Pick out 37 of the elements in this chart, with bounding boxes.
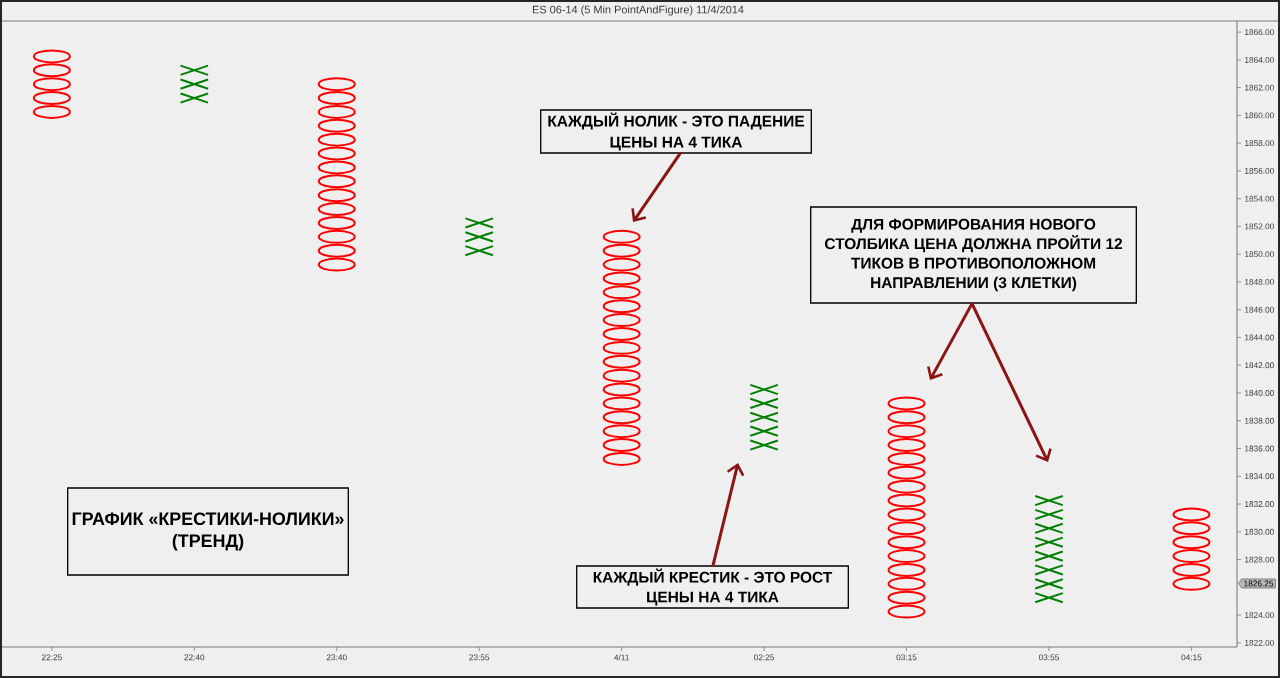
y-tick-label: 1850.00 <box>1245 251 1274 258</box>
y-tick-label: 1866.00 <box>1245 29 1274 36</box>
y-tick-label: 1824.00 <box>1245 612 1274 618</box>
y-tick-label: 1864.00 <box>1245 56 1274 63</box>
y-tick-label: 1840.00 <box>1245 390 1274 396</box>
y-tick-label: 1838.00 <box>1245 417 1274 424</box>
y-tick-label: 1862.00 <box>1245 84 1274 91</box>
x-tick-label: 02:25 <box>754 654 775 661</box>
annotation: КАЖДЫЙ НОЛИК - ЭТО ПАДЕНИЕ ЦЕНЫ НА 4 ТИКА <box>548 112 805 151</box>
y-tick-label: 1842.00 <box>1245 362 1274 369</box>
annotation: 1826.25 <box>1244 580 1274 587</box>
annotation: ДЛЯ ФОРМИРОВАНИЯ НОВОГО СТОЛБИКА ЦЕНА ДОЛЖНА ПРОЙТИ 12 ТИКОВ В ПРОТИВОПОЛОЖНОМ НАПРАВЛЕНИИ (3 КЛЕТКИ) <box>824 218 1123 292</box>
x-tick-label: 22:25 <box>41 654 62 661</box>
y-tick-label: 1832.00 <box>1245 501 1274 507</box>
y-tick-label: 1828.00 <box>1245 556 1274 563</box>
y-tick-label: 1852.00 <box>1245 223 1274 230</box>
y-tick-label: 1858.00 <box>1245 140 1274 147</box>
y-tick-label: 1860.00 <box>1245 112 1274 119</box>
y-tick-label: 1856.00 <box>1245 167 1274 174</box>
y-tick-label: 1854.00 <box>1245 195 1274 202</box>
y-tick-label: 1822.00 <box>1245 639 1274 646</box>
y-tick-label: 1848.00 <box>1245 279 1274 285</box>
y-tick-label: 1846.00 <box>1245 306 1274 313</box>
y-tick-label: 1836.00 <box>1245 445 1274 452</box>
x-tick-label: 03:15 <box>896 654 917 661</box>
annotation: ГРАФИК «КРЕСТИКИ-НОЛИКИ» (ТРЕНД) <box>72 512 344 551</box>
x-tick-label: 23:55 <box>469 654 490 661</box>
y-tick-label: 1844.00 <box>1245 334 1274 341</box>
x-tick-label: 23:40 <box>326 654 347 661</box>
y-tick-label: 1834.00 <box>1245 473 1274 480</box>
x-tick-label: 04:15 <box>1181 654 1202 661</box>
x-tick-label: 03:55 <box>1038 654 1059 661</box>
x-tick-label: 22:40 <box>184 654 205 661</box>
y-tick-label: 1830.00 <box>1245 528 1274 535</box>
annotation: КАЖДЫЙ КРЕСТИК - ЭТО РОСТ ЦЕНЫ НА 4 ТИКА <box>593 568 833 606</box>
x-tick-label: 4/11 <box>614 654 629 661</box>
chart-title: ES 06-14 (5 Min PointAndFigure) 11/4/2014 <box>532 5 744 16</box>
